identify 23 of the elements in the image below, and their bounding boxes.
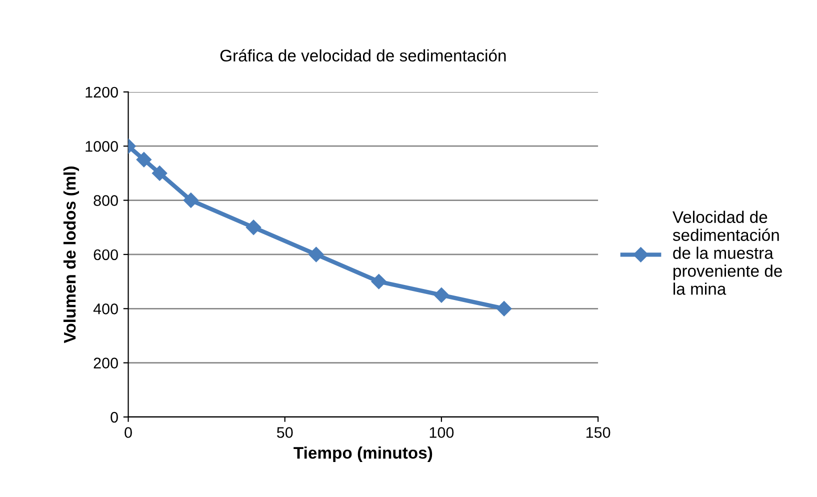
y-tick-label: 200 <box>94 358 118 368</box>
y-tick-label: 600 <box>94 249 118 260</box>
y-tick-label: 1000 <box>86 140 118 152</box>
point <box>308 246 324 262</box>
y-tick-label: 800 <box>94 195 118 206</box>
legend-label: Velocidad de sedimentación de la muestra proveniente de la mina <box>672 210 782 295</box>
x-axis-title: Tiempo (minutos) <box>294 446 432 462</box>
point <box>496 301 512 316</box>
point <box>152 166 168 181</box>
point <box>136 152 152 168</box>
y-tick-label: 0 <box>110 412 118 423</box>
y-tick-label: 400 <box>93 304 118 314</box>
point <box>371 274 386 290</box>
x-tick-label: 100 <box>430 427 454 438</box>
point <box>183 192 198 208</box>
x-tick-label: 0 <box>124 427 132 438</box>
y-tick-label: 1200 <box>86 86 118 98</box>
x-tick-label: 150 <box>586 427 610 438</box>
y-axis-title: Volumen de lodos (ml) <box>63 166 80 344</box>
point <box>434 288 450 303</box>
chart-title: Gráfica de velocidad de sedimentación <box>220 49 506 62</box>
x-tick-label: 50 <box>276 427 293 438</box>
point <box>246 220 262 235</box>
